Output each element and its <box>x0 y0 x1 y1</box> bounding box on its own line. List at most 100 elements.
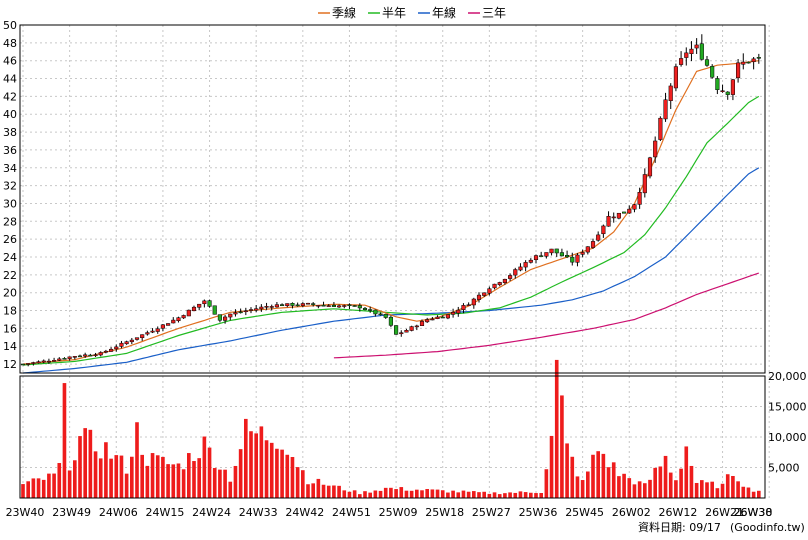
candle-body <box>435 316 440 320</box>
ma-year-line <box>22 167 760 374</box>
candle-body <box>155 328 160 332</box>
price-tick-label: 48 <box>3 37 17 50</box>
volume-panel-border <box>19 375 766 499</box>
volume-bar <box>228 481 233 498</box>
candle-body <box>632 204 637 210</box>
candle <box>202 299 207 308</box>
candle-body <box>627 208 632 214</box>
candle-body <box>590 241 596 248</box>
candle-body <box>176 317 181 322</box>
candle-body <box>191 306 197 312</box>
candle <box>461 303 466 314</box>
volume-bar <box>560 395 564 498</box>
candle-body <box>321 304 326 307</box>
candle-body <box>730 79 735 95</box>
candle <box>575 253 580 267</box>
price-axis-ticks: 12 14 16 18 20 22 24 26 28 30 32 34 36 38 40 42 44 46 48 50 <box>3 19 17 371</box>
candle <box>31 361 36 366</box>
candle <box>181 314 186 319</box>
volume-bar <box>62 383 67 498</box>
candle-body <box>606 216 611 227</box>
candle <box>565 250 570 259</box>
volume-bar <box>663 455 668 498</box>
volume-bar <box>73 460 77 498</box>
candle <box>699 34 704 61</box>
volume-bar <box>114 455 119 498</box>
candle <box>508 273 513 281</box>
candle <box>756 53 761 64</box>
candle-body <box>653 140 658 158</box>
candle <box>352 305 357 307</box>
candle-body <box>616 212 621 219</box>
ma-quarter-line <box>22 60 759 365</box>
candle-body <box>181 315 186 319</box>
candle-body <box>554 248 559 254</box>
candle-body <box>409 326 414 331</box>
volume-bar <box>725 474 730 498</box>
legend-label: 季線 <box>332 5 356 20</box>
volume-bar <box>751 491 756 498</box>
candle <box>704 56 710 67</box>
candle-body <box>451 312 456 315</box>
candle <box>223 314 228 324</box>
candle <box>280 303 285 307</box>
volume-bar <box>342 490 347 498</box>
candle-body <box>254 308 259 311</box>
candle <box>689 41 694 62</box>
x-tick-label: 25W36 <box>519 506 558 519</box>
candle <box>715 76 720 95</box>
volume-bar <box>477 492 481 498</box>
candle <box>52 357 57 362</box>
volume-bar <box>565 443 569 498</box>
volume-bar <box>689 465 694 498</box>
volume-bar <box>249 431 253 498</box>
volume-bar <box>586 471 590 498</box>
volume-bar <box>700 480 704 498</box>
candle <box>150 328 155 334</box>
candle-body <box>166 323 171 326</box>
candle <box>207 299 212 308</box>
candle <box>647 156 653 179</box>
volume-bar <box>244 418 248 498</box>
candle-body <box>596 234 601 241</box>
volume-bar <box>503 493 507 498</box>
candle <box>409 325 414 332</box>
volume-bar <box>446 492 450 498</box>
candle-body <box>342 305 347 307</box>
volume-bar <box>679 468 683 498</box>
candle <box>601 224 606 238</box>
candle <box>36 360 41 364</box>
volume-bar <box>352 490 357 498</box>
candle <box>637 187 642 209</box>
data-date-label: 資料日期: 09/17 <box>638 520 721 534</box>
candle <box>590 238 596 249</box>
volume-bar <box>233 465 238 498</box>
price-panel-border <box>19 24 766 374</box>
candle <box>186 309 191 317</box>
volume-bar <box>171 464 176 498</box>
candle <box>238 308 243 314</box>
candle <box>124 340 129 345</box>
volume-bar <box>47 473 51 498</box>
volume-bar <box>316 478 321 498</box>
candle <box>26 363 31 367</box>
price-tick-label: 28 <box>3 215 17 228</box>
candle-body <box>699 43 704 60</box>
volume-bar <box>31 478 36 498</box>
x-tick-label: 24W06 <box>99 506 138 519</box>
candle <box>140 334 145 341</box>
candle-body <box>704 59 710 66</box>
volume-bar <box>187 453 191 498</box>
candle <box>129 337 134 345</box>
volume-bar <box>383 487 388 498</box>
candle <box>269 304 274 311</box>
price-tick-label: 12 <box>3 358 17 371</box>
volume-bar <box>36 478 41 498</box>
candle-body <box>285 303 290 306</box>
candle <box>451 308 456 318</box>
volume-bar <box>26 481 30 498</box>
volume-bar <box>399 487 404 498</box>
x-tick-label: 24W15 <box>145 506 184 519</box>
volume-bar <box>705 482 709 498</box>
candle <box>119 340 124 349</box>
